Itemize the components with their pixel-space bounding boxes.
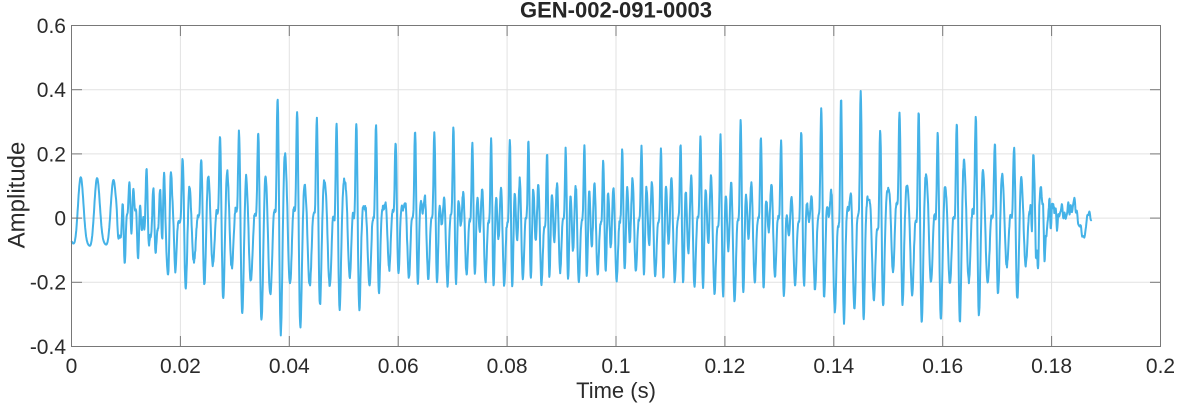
svg-text:-0.4: -0.4 (30, 336, 67, 359)
svg-text:0.04: 0.04 (269, 355, 310, 378)
svg-text:0.02: 0.02 (160, 355, 201, 378)
svg-text:0.12: 0.12 (704, 355, 745, 378)
svg-text:0.2: 0.2 (1146, 355, 1175, 378)
svg-text:0.06: 0.06 (378, 355, 419, 378)
svg-text:GEN-002-091-0003: GEN-002-091-0003 (520, 0, 712, 23)
svg-text:Amplitude: Amplitude (3, 142, 30, 249)
svg-text:0.18: 0.18 (1031, 355, 1072, 378)
svg-text:0.16: 0.16 (922, 355, 963, 378)
svg-text:0.4: 0.4 (37, 79, 67, 102)
svg-text:-0.2: -0.2 (30, 272, 66, 295)
svg-text:0.08: 0.08 (487, 355, 528, 378)
svg-text:0: 0 (66, 355, 78, 378)
svg-text:0.1: 0.1 (601, 355, 630, 378)
svg-text:0: 0 (54, 208, 66, 231)
svg-text:0.2: 0.2 (37, 143, 66, 166)
svg-text:Time (s): Time (s) (576, 378, 656, 403)
svg-text:0.14: 0.14 (813, 355, 854, 378)
svg-text:0.6: 0.6 (37, 15, 66, 38)
